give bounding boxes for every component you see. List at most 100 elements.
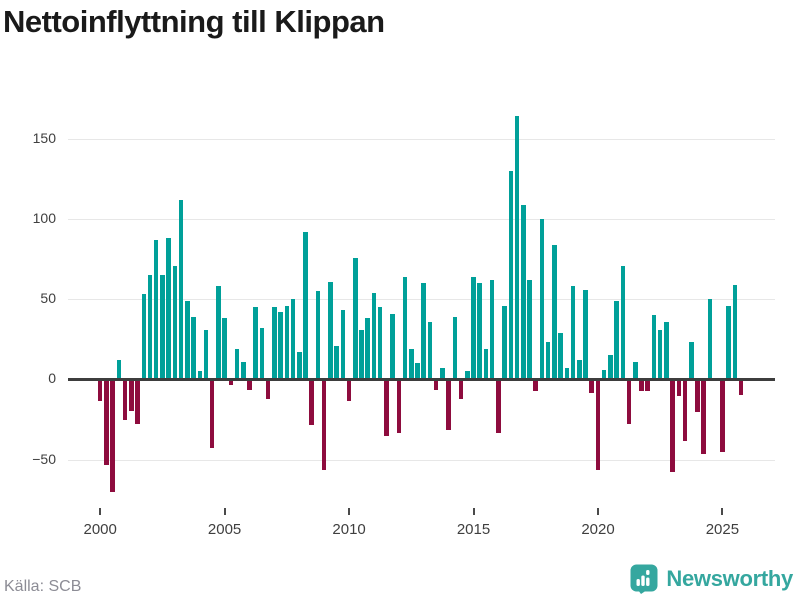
source-label: Källa: SCB [4,578,82,595]
bar-q53 [427,321,433,380]
y-axis-label-0: 0 [48,370,56,387]
bar-q84 [620,265,626,380]
bar-q21 [228,380,234,386]
bar-q4 [122,380,128,421]
bar-q87 [639,380,644,392]
bar-q61 [477,283,482,380]
bar-q81 [601,369,607,380]
newsworthy-wordmark: Newsworthy [666,566,793,591]
bar-q59 [465,371,470,380]
x-axis-label-2005: 2005 [207,521,242,538]
bar-q11 [166,238,171,380]
bar-q39 [340,310,346,380]
newsworthy-logo-icon [630,564,658,594]
bar-q9 [153,239,159,380]
bar-q98 [707,299,713,380]
x-axis-label-2020: 2020 [581,521,615,538]
bar-q48 [396,380,402,434]
bar-q77 [577,360,582,380]
bar-q82 [608,355,613,380]
bar-q1 [104,380,109,466]
bar-q54 [433,380,439,390]
bar-q93 [676,380,682,397]
newsworthy-brand-link[interactable]: Newsworthy [630,564,793,594]
bar-q56 [446,380,451,430]
y-axis-label-50: 50 [40,290,56,307]
bar-q40 [346,380,352,402]
bar-q44 [371,292,377,380]
bar-q24 [247,380,252,390]
bar-q22 [234,348,240,380]
bar-q26 [259,328,265,380]
bar-q79 [589,380,594,394]
bar-q16 [197,371,203,380]
bar-q37 [328,281,333,380]
bar-q38 [334,345,339,380]
bar-q97 [701,380,706,454]
bar-q85 [626,380,632,424]
bar-q19 [216,286,221,380]
bar-q67 [514,116,520,380]
y-axis-label-150: 150 [32,129,56,146]
x-axis-label-2000: 2000 [83,521,117,538]
bar-q88 [645,380,650,392]
y-axis-label--50: −50 [32,450,56,467]
bar-q68 [521,204,526,380]
x-tick-2015 [472,508,475,515]
bar-q29 [278,312,283,380]
bar-q30 [284,305,290,380]
x-tick-2025 [721,508,724,515]
bar-q69 [527,279,532,380]
bar-q32 [297,352,302,380]
bar-q25 [253,307,258,380]
gridline-y--50 [68,459,775,461]
bar-q73 [552,244,557,380]
bar-q10 [160,275,165,380]
bar-q70 [533,380,538,392]
bar-q62 [483,348,489,380]
bar-q94 [682,380,688,442]
bar-q90 [657,329,663,380]
bar-q3 [116,360,122,380]
x-tick-2000 [99,508,102,515]
bar-q8 [147,275,153,380]
bar-q64 [496,380,501,434]
bar-q15 [191,316,196,380]
x-axis-label-2015: 2015 [456,521,491,538]
bar-q65 [502,305,507,380]
bar-q7 [141,294,147,380]
x-axis-label-2010: 2010 [332,521,366,538]
bar-q17 [203,329,209,380]
bar-q92 [670,380,675,472]
bar-q89 [651,315,657,380]
bar-q72 [545,342,551,380]
bar-q60 [471,276,476,380]
bar-q31 [290,299,296,380]
x-tick-2005 [223,508,226,515]
bar-q100 [720,380,725,453]
chart-title: Nettoinflyttning till Klippan [3,4,385,39]
bar-q23 [241,361,246,380]
bar-q2 [110,380,115,493]
bar-q35 [315,291,321,380]
bar-q41 [353,257,358,380]
bar-q50 [409,348,414,380]
bar-q91 [664,321,669,380]
bar-q71 [539,219,545,380]
bar-q66 [508,170,514,380]
bar-q33 [303,231,308,380]
bar-q27 [265,380,271,400]
bar-q20 [222,318,227,380]
bar-q45 [377,307,383,380]
bar-q55 [440,368,445,380]
bar-q36 [321,380,327,471]
bar-q83 [614,300,619,380]
x-axis-label-2025: 2025 [705,521,740,538]
bar-q14 [185,300,190,380]
bar-q75 [564,368,570,380]
x-tick-2010 [348,508,351,515]
bar-q86 [633,361,638,380]
y-axis-label-100: 100 [32,210,56,226]
bar-q28 [272,307,277,380]
